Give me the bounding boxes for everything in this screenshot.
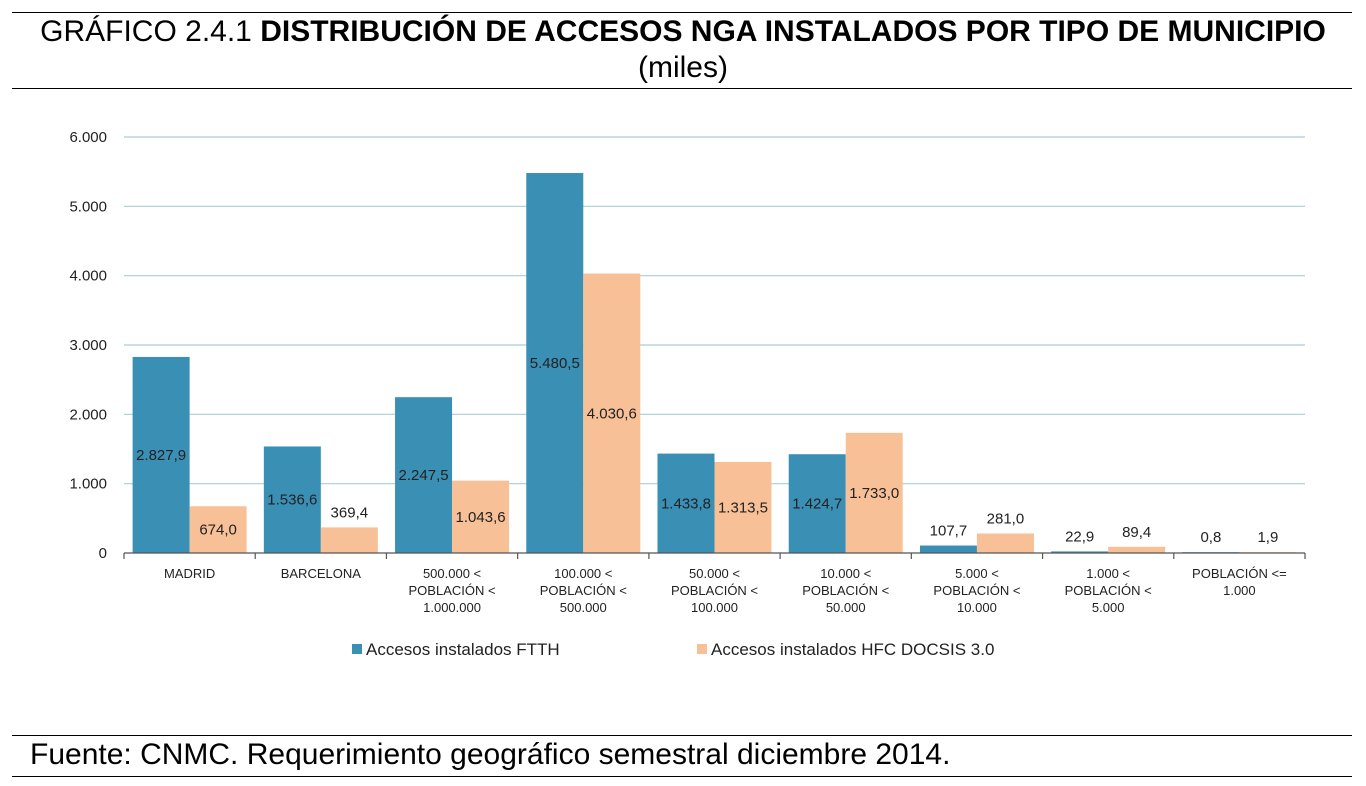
data-label: 369,4 — [331, 504, 369, 521]
x-tick-label: POBLACIÓN < — [1065, 583, 1152, 598]
bar — [714, 461, 772, 553]
bar — [1108, 546, 1166, 553]
x-tick-label: POBLACIÓN < — [671, 583, 758, 598]
data-label: 1,9 — [1257, 529, 1278, 546]
title-bold: DISTRIBUCIÓN DE ACCESOS NGA INSTALADOS P… — [260, 15, 1326, 48]
source-note: Fuente: CNMC. Requerimiento geográfico s… — [30, 738, 951, 771]
chart-title: GRÁFICO 2.4.1 DISTRIBUCIÓN DE ACCESOS NG… — [40, 14, 1326, 86]
bottom-rule — [12, 776, 1352, 777]
data-label: 2.247,5 — [399, 467, 449, 484]
data-label: 1.433,8 — [661, 495, 711, 512]
x-tick-label: 500.000 — [560, 600, 607, 615]
bar — [132, 356, 190, 553]
data-label: 1.733,0 — [849, 485, 899, 502]
bar — [919, 545, 977, 553]
y-tick-label: 3.000 — [69, 337, 107, 354]
x-tick-label: POBLACIÓN <= — [1192, 566, 1287, 581]
x-tick-label: 500.000 < — [423, 566, 481, 581]
bar — [1051, 551, 1109, 553]
data-label: 2.827,9 — [136, 447, 186, 464]
x-tick-label: 1.000 < — [1086, 566, 1130, 581]
x-tick-label: 100.000 — [691, 600, 738, 615]
data-label: 22,9 — [1065, 528, 1094, 545]
x-tick-label: POBLACIÓN < — [409, 583, 496, 598]
x-tick-label: 10.000 — [957, 600, 997, 615]
x-tick-label: 5.000 < — [955, 566, 999, 581]
x-tick-label: POBLACIÓN < — [540, 583, 627, 598]
y-tick-label: 4.000 — [69, 268, 107, 285]
bar — [320, 527, 378, 553]
x-tick-label: BARCELONA — [281, 566, 362, 581]
x-tick-label: MADRID — [164, 566, 215, 581]
x-tick-label: 10.000 < — [820, 566, 871, 581]
top-rule — [12, 12, 1352, 13]
bar — [526, 173, 584, 553]
y-tick-label: 5.000 — [69, 198, 107, 215]
x-tick-label: POBLACIÓN < — [802, 583, 889, 598]
x-tick-label: 5.000 — [1092, 600, 1125, 615]
data-label: 281,0 — [987, 511, 1025, 528]
bar — [395, 397, 453, 553]
y-tick-label: 0 — [99, 545, 107, 562]
legend-entry: Accesos instalados HFC DOCSIS 3.0 — [711, 640, 994, 659]
data-label: 1.313,5 — [718, 499, 768, 516]
data-label: 5.480,5 — [530, 355, 580, 372]
title-rule — [12, 88, 1352, 89]
data-label: 4.030,6 — [587, 405, 637, 422]
data-label: 674,0 — [199, 522, 237, 539]
bar — [845, 432, 903, 553]
data-label: 1.536,6 — [267, 492, 317, 509]
source-rule — [12, 735, 1352, 736]
data-label: 89,4 — [1122, 524, 1151, 541]
bar — [583, 273, 641, 553]
data-label: 1.043,6 — [456, 509, 506, 526]
bar — [189, 506, 247, 553]
bar — [976, 533, 1034, 553]
title-unit: (miles) — [638, 51, 728, 84]
x-tick-label: 50.000 — [826, 600, 866, 615]
title-prefix: GRÁFICO 2.4.1 — [40, 15, 252, 48]
bar — [788, 454, 846, 553]
x-tick-label: 100.000 < — [554, 566, 612, 581]
bar-chart: 0 1.000 2.000 3.000 4.000 5.000 6.000 2.827,9 1.… — [69, 129, 1306, 659]
legend-entry: Accesos instalados FTTH — [366, 640, 560, 659]
bar — [263, 446, 321, 553]
bar — [657, 453, 715, 553]
legend-swatch — [352, 644, 362, 654]
y-tick-label: 2.000 — [69, 406, 107, 423]
x-tick-label: 1.000.000 — [423, 600, 481, 615]
y-tick-label: 6.000 — [69, 129, 107, 146]
bar — [452, 480, 510, 553]
legend-swatch — [697, 644, 707, 654]
x-tick-label: 50.000 < — [689, 566, 740, 581]
x-tick-label: POBLACIÓN < — [933, 583, 1020, 598]
x-tick-label: 1.000 — [1223, 583, 1256, 598]
data-label: 107,7 — [930, 523, 968, 540]
y-tick-label: 1.000 — [69, 476, 107, 493]
data-label: 0,8 — [1200, 529, 1221, 546]
data-label: 1.424,7 — [792, 496, 842, 513]
